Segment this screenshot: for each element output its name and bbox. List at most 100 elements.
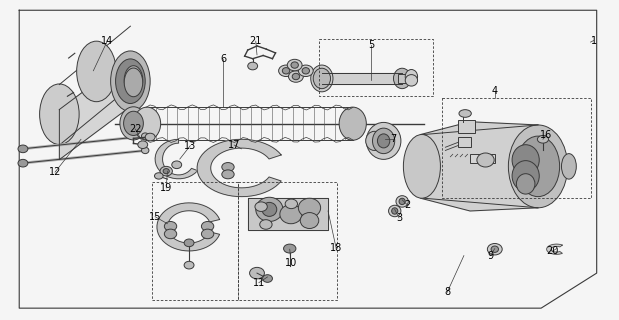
- Text: 16: 16: [540, 130, 552, 140]
- Ellipse shape: [160, 166, 172, 176]
- Ellipse shape: [124, 111, 144, 135]
- Polygon shape: [59, 56, 131, 160]
- Ellipse shape: [389, 205, 401, 217]
- Text: 6: 6: [220, 54, 226, 64]
- Ellipse shape: [163, 169, 170, 174]
- Ellipse shape: [404, 134, 441, 198]
- Ellipse shape: [394, 68, 411, 89]
- Ellipse shape: [138, 141, 148, 148]
- Text: 5: 5: [368, 40, 374, 50]
- Ellipse shape: [399, 198, 405, 204]
- Ellipse shape: [201, 221, 214, 231]
- Bar: [457, 137, 471, 147]
- Text: 13: 13: [184, 141, 196, 151]
- Polygon shape: [421, 122, 538, 211]
- Ellipse shape: [77, 41, 116, 102]
- Ellipse shape: [292, 73, 300, 80]
- Ellipse shape: [282, 68, 290, 74]
- Ellipse shape: [111, 51, 150, 111]
- Ellipse shape: [279, 65, 293, 76]
- Ellipse shape: [262, 202, 277, 216]
- Ellipse shape: [288, 71, 303, 82]
- Ellipse shape: [512, 161, 539, 191]
- Ellipse shape: [512, 145, 539, 175]
- Ellipse shape: [134, 107, 161, 140]
- Ellipse shape: [172, 161, 181, 169]
- Text: 14: 14: [102, 36, 114, 45]
- Ellipse shape: [18, 145, 28, 153]
- Ellipse shape: [201, 229, 214, 239]
- Ellipse shape: [280, 204, 302, 224]
- Ellipse shape: [392, 208, 398, 214]
- Ellipse shape: [284, 244, 296, 253]
- Ellipse shape: [516, 136, 560, 197]
- Text: 9: 9: [487, 251, 493, 260]
- Bar: [470, 154, 495, 163]
- Ellipse shape: [124, 66, 143, 94]
- Ellipse shape: [366, 123, 401, 159]
- Ellipse shape: [339, 107, 366, 140]
- Polygon shape: [538, 160, 569, 173]
- Text: 4: 4: [491, 86, 498, 97]
- Ellipse shape: [459, 110, 471, 117]
- Ellipse shape: [262, 275, 272, 282]
- Bar: [398, 74, 413, 83]
- Text: 19: 19: [160, 183, 172, 193]
- Ellipse shape: [537, 135, 548, 143]
- Polygon shape: [248, 198, 328, 230]
- Text: 1: 1: [591, 36, 597, 45]
- Text: 17: 17: [228, 140, 240, 150]
- Text: 7: 7: [390, 134, 396, 144]
- Ellipse shape: [255, 202, 267, 212]
- Ellipse shape: [378, 134, 390, 148]
- Ellipse shape: [287, 59, 302, 71]
- Ellipse shape: [516, 174, 535, 194]
- Ellipse shape: [487, 244, 502, 255]
- Ellipse shape: [222, 163, 234, 172]
- Ellipse shape: [256, 197, 283, 221]
- Text: 12: 12: [49, 167, 61, 177]
- Ellipse shape: [142, 147, 149, 154]
- Ellipse shape: [405, 75, 418, 86]
- Ellipse shape: [508, 125, 568, 208]
- Ellipse shape: [184, 261, 194, 269]
- Polygon shape: [155, 139, 197, 179]
- Polygon shape: [197, 139, 281, 196]
- Text: 3: 3: [396, 213, 402, 223]
- Ellipse shape: [249, 268, 264, 279]
- Ellipse shape: [18, 159, 28, 167]
- Ellipse shape: [145, 133, 155, 141]
- Ellipse shape: [405, 69, 418, 84]
- Text: 2: 2: [404, 200, 410, 210]
- Ellipse shape: [155, 173, 163, 179]
- Ellipse shape: [142, 133, 149, 139]
- Polygon shape: [322, 73, 402, 84]
- Ellipse shape: [396, 196, 409, 207]
- Ellipse shape: [373, 128, 395, 154]
- Ellipse shape: [40, 84, 79, 145]
- Ellipse shape: [491, 246, 498, 252]
- Ellipse shape: [477, 153, 494, 167]
- Text: 21: 21: [249, 36, 262, 46]
- Ellipse shape: [120, 107, 147, 140]
- Ellipse shape: [302, 68, 310, 74]
- Text: 11: 11: [253, 278, 265, 288]
- Ellipse shape: [285, 199, 298, 209]
- Ellipse shape: [561, 154, 576, 179]
- Ellipse shape: [248, 62, 258, 70]
- Ellipse shape: [124, 68, 143, 97]
- Text: 10: 10: [285, 258, 297, 268]
- Ellipse shape: [313, 68, 331, 89]
- Ellipse shape: [291, 62, 298, 68]
- Ellipse shape: [300, 212, 319, 228]
- Ellipse shape: [311, 65, 333, 92]
- Ellipse shape: [298, 65, 313, 76]
- Text: 8: 8: [444, 287, 450, 297]
- Text: 22: 22: [129, 124, 142, 134]
- Text: 15: 15: [149, 212, 162, 222]
- Ellipse shape: [222, 170, 234, 179]
- Ellipse shape: [165, 221, 176, 231]
- Ellipse shape: [165, 229, 176, 239]
- Ellipse shape: [298, 198, 321, 217]
- Ellipse shape: [184, 239, 194, 247]
